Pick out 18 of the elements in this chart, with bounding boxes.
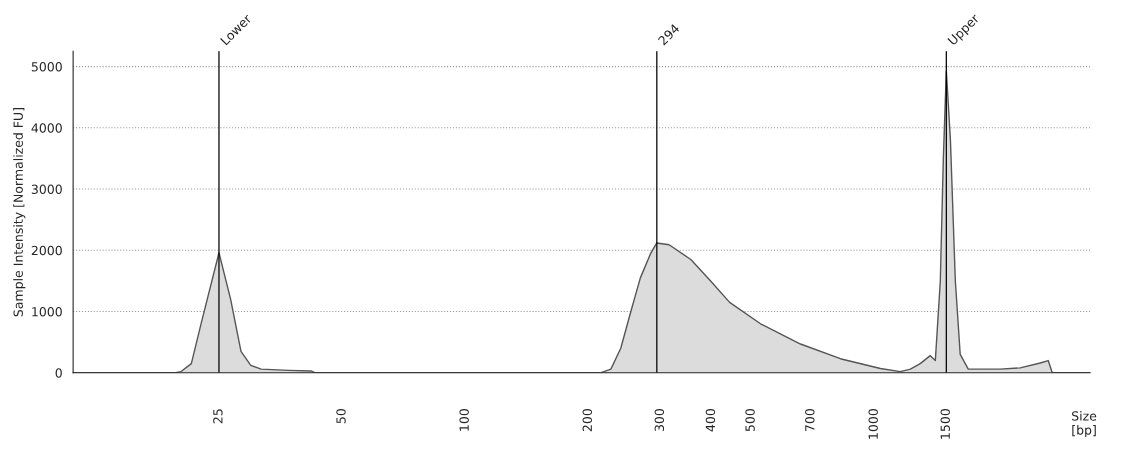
- y-axis-title: Sample Intensity [Normalized FU]: [13, 108, 26, 317]
- x-tick-label: 1500: [940, 409, 950, 439]
- y-tick-label: 4000: [31, 123, 62, 133]
- x-tick-label: 50: [336, 409, 346, 424]
- x-tick-label: 400: [705, 409, 716, 432]
- x-tick-label: 100: [459, 409, 469, 431]
- x-axis-title: Size [bp]: [1072, 411, 1097, 438]
- y-tick-label: 2000: [31, 245, 62, 256]
- x-tick-label: 500: [745, 409, 755, 432]
- x-tick-label: 1000: [868, 409, 878, 439]
- y-tick-label: 3000: [31, 184, 62, 194]
- x-tick-label: 700: [805, 409, 815, 432]
- y-tick-label: 5000: [31, 62, 62, 72]
- x-tick-label: 25: [213, 409, 223, 424]
- x-tick-label: 300: [654, 409, 665, 432]
- x-tick-label: 200: [582, 409, 593, 432]
- y-tick-label: 1000: [32, 307, 62, 317]
- y-tick-label: 0: [55, 368, 62, 378]
